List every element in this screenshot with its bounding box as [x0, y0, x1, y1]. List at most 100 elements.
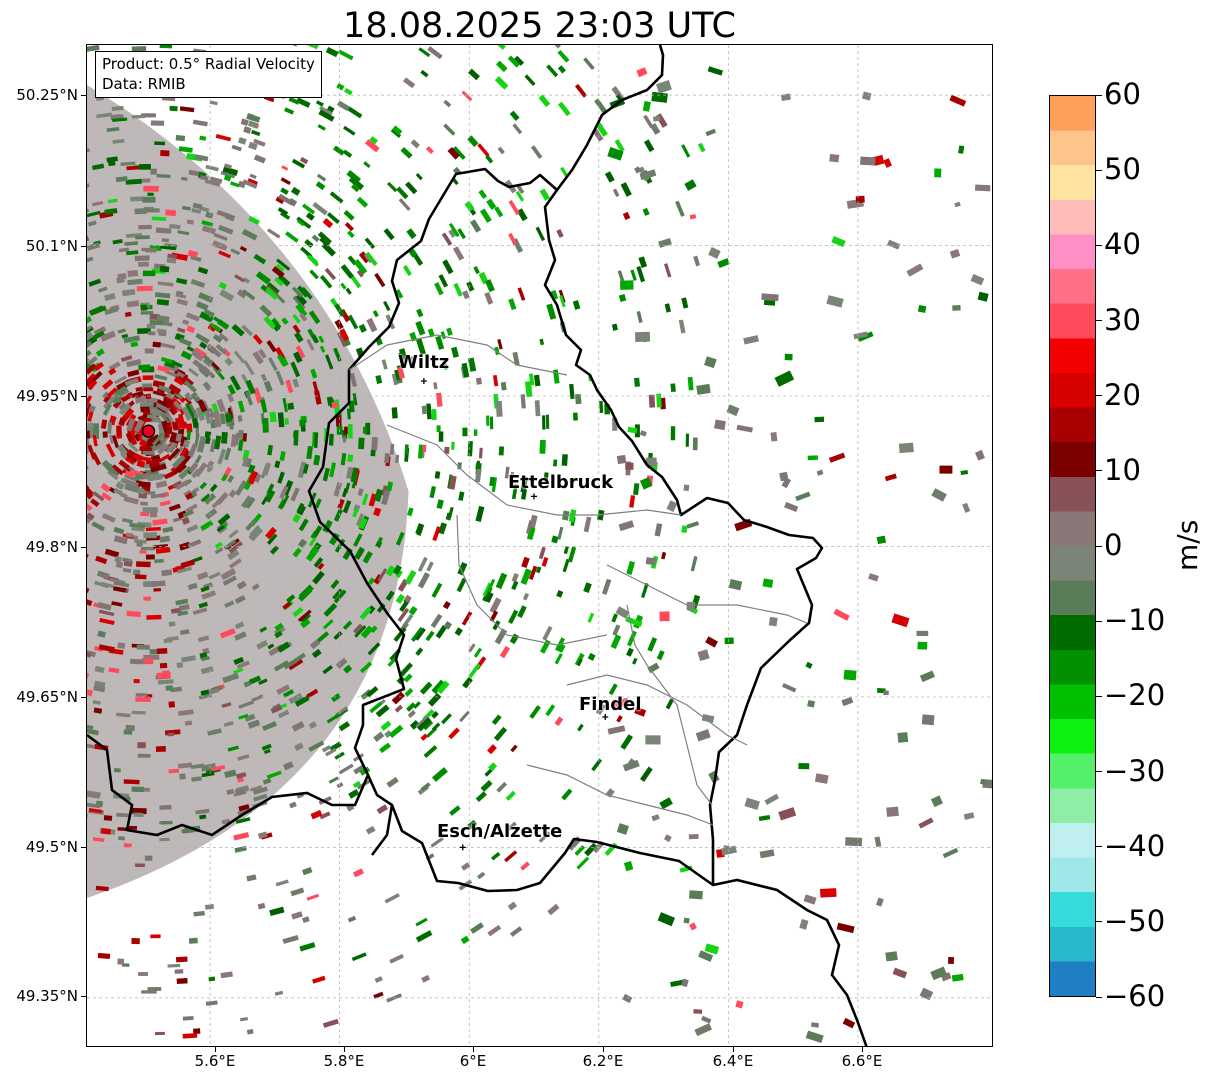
radar-gate [87, 361, 92, 377]
radar-gate [615, 606, 630, 619]
radar-gate [194, 462, 208, 478]
city-marker [602, 714, 609, 721]
canton-line [606, 564, 808, 624]
radar-gate [261, 496, 269, 506]
radar-gate [201, 590, 217, 600]
radar-gate [179, 629, 190, 636]
radar-gate [87, 742, 95, 749]
radar-gate [312, 201, 328, 216]
radar-gate [104, 306, 119, 316]
radar-gate [353, 533, 363, 547]
radar-gate [248, 141, 258, 151]
radar-gate [364, 237, 376, 249]
radar-gate [761, 293, 779, 302]
radar-gate [408, 605, 418, 616]
radar-gate [640, 766, 653, 782]
radar-gate [102, 391, 110, 400]
radar-gate [158, 411, 170, 424]
radar-gate [150, 934, 161, 939]
radar-gate [92, 491, 105, 502]
radar-gate [237, 581, 247, 589]
canton-line [626, 604, 713, 806]
radar-gate [343, 209, 355, 221]
radar-gate [241, 289, 256, 301]
radar-gate [124, 483, 141, 494]
radar-gate [284, 107, 295, 115]
radar-gate [385, 565, 396, 577]
radar-gate [160, 320, 173, 327]
radar-gate [874, 836, 882, 848]
radar-gate [325, 354, 334, 370]
radar-gate [681, 297, 689, 309]
radar-gate [328, 433, 334, 446]
lat-tick-mark [81, 396, 86, 397]
radar-gate [221, 431, 228, 444]
radar-gate [237, 754, 250, 761]
radar-gate [339, 328, 350, 342]
radar-gate [438, 522, 447, 535]
radar-gate [919, 987, 934, 1001]
radar-gate [726, 404, 740, 417]
colorbar-tick-label: −10 [1104, 603, 1166, 638]
radar-gate [325, 747, 337, 757]
radar-gate [176, 277, 188, 285]
radar-gate [165, 685, 173, 691]
radar-gate [127, 369, 140, 377]
radar-gate [423, 720, 434, 731]
radar-map[interactable]: Product: 0.5° Radial Velocity Data: RMIB… [86, 44, 993, 1047]
radar-gate [212, 333, 223, 343]
radar-gate [883, 690, 889, 696]
radar-gate [224, 769, 237, 779]
radar-gate [524, 74, 536, 86]
radar-gate [185, 312, 200, 322]
radar-gate [359, 606, 372, 620]
radar-gate [538, 546, 546, 560]
radar-gate [347, 915, 357, 923]
radar-gate [617, 270, 625, 282]
radar-gate [181, 405, 193, 421]
colorbar-tick [1096, 94, 1102, 96]
radar-gate [131, 937, 140, 945]
radar-gate [234, 621, 245, 630]
radar-gate [134, 473, 144, 480]
colorbar-tick-label: −50 [1104, 903, 1166, 938]
radar-gate [651, 91, 668, 103]
radar-gate [130, 658, 144, 665]
radar-gate [170, 686, 183, 693]
radar-gate [980, 778, 987, 786]
radar-gate [467, 135, 479, 148]
radar-gate [122, 567, 132, 573]
radar-gate [291, 911, 303, 920]
radar-gate [87, 802, 101, 809]
radar-gate [952, 305, 961, 311]
radar-gate [188, 367, 199, 377]
radar-gate [921, 714, 935, 726]
radar-gate [140, 501, 148, 506]
radar-gate [285, 594, 296, 604]
radar-gate [265, 526, 277, 540]
radar-gate [94, 361, 105, 372]
radar-gate [248, 215, 260, 225]
radar-gate [356, 196, 369, 208]
radar-gate [456, 577, 467, 593]
radar-gate [436, 425, 441, 433]
radar-gate [266, 533, 278, 545]
radar-gate [302, 916, 310, 923]
radar-gate [395, 288, 404, 299]
radar-gate [714, 419, 726, 431]
radar-gate [457, 561, 468, 576]
radar-gate [197, 635, 210, 643]
radar-gate [656, 393, 662, 408]
radar-gate [447, 146, 460, 160]
radar-gate [100, 581, 114, 589]
radar-gate [354, 625, 367, 638]
lat-tick-mark [81, 847, 86, 848]
radar-gate [435, 335, 445, 350]
radar-gate [208, 571, 221, 580]
radar-gate [690, 556, 698, 572]
radar-gate [344, 87, 353, 96]
radar-gate [283, 658, 298, 670]
radar-gate [391, 407, 398, 419]
radar-gate [656, 650, 665, 661]
radar-gate [319, 811, 331, 820]
